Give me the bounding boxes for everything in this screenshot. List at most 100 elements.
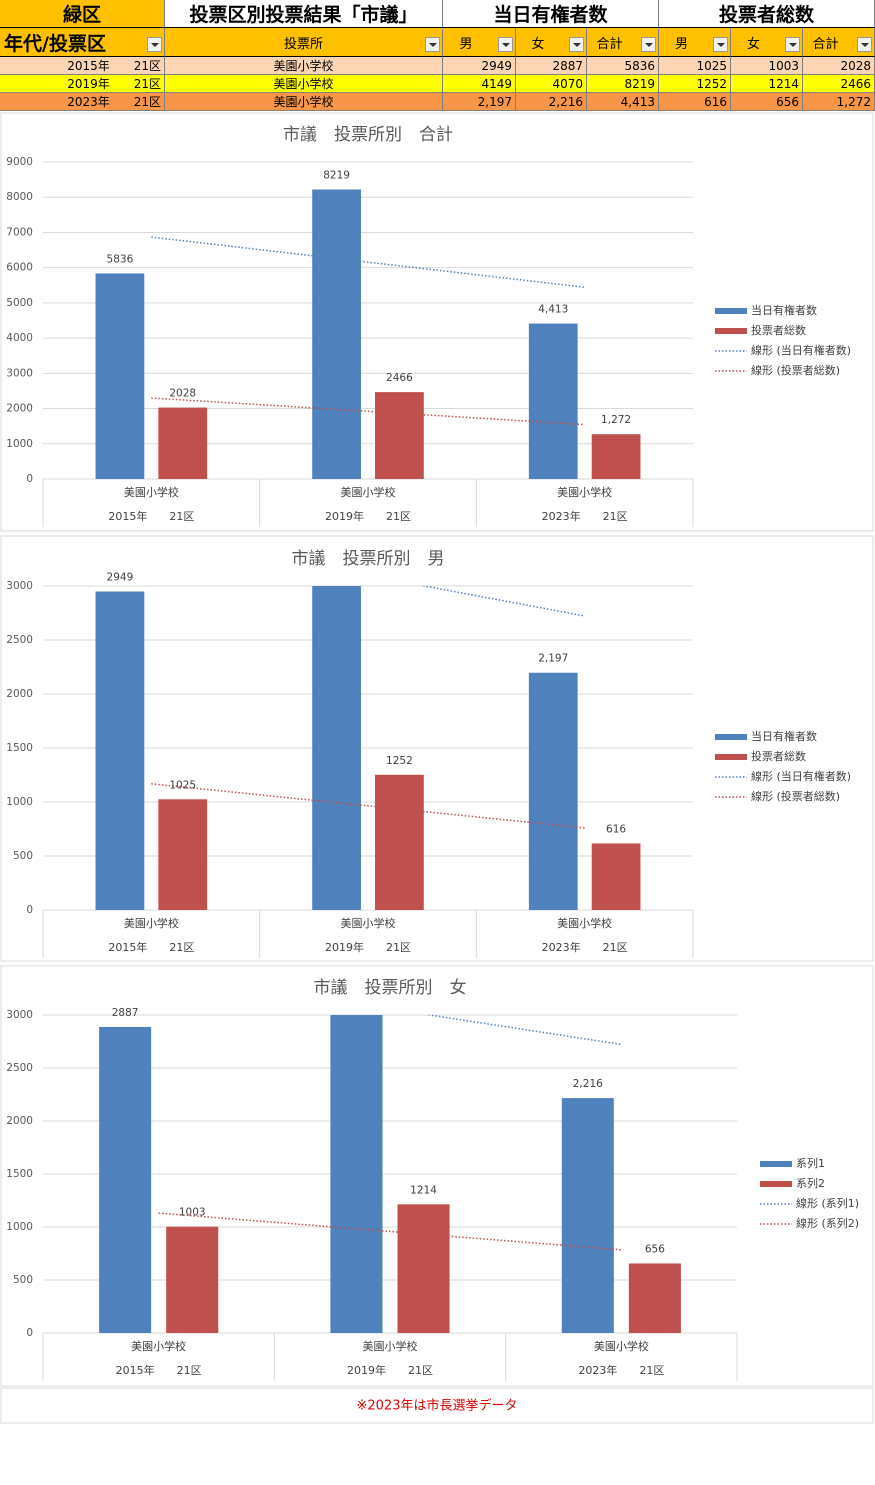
y-tick-label: 3000 — [6, 367, 33, 379]
data-label: 2028 — [169, 388, 196, 400]
y-tick-label: 1000 — [6, 796, 33, 808]
filter-button[interactable] — [713, 37, 728, 52]
bar — [375, 392, 424, 479]
y-tick-label: 1000 — [6, 1221, 33, 1233]
table-cell: 美園小学校 — [165, 75, 443, 93]
filter-button[interactable] — [857, 37, 872, 52]
y-tick-label: 9000 — [6, 156, 33, 168]
data-label: 4,413 — [538, 304, 568, 316]
legend-label: 系列2 — [796, 1176, 825, 1190]
table-cell: 1003 — [731, 57, 803, 75]
bar — [561, 1098, 614, 1333]
plot — [99, 1015, 681, 1333]
table-cell: 2023年 21区 — [0, 93, 165, 111]
bar — [158, 407, 208, 479]
data-label: 2466 — [386, 372, 413, 384]
table-cell: 5836 — [587, 57, 659, 75]
x-tick-label: 美園小学校 — [131, 1339, 186, 1353]
header-cell: 当日有権者数 — [443, 0, 659, 28]
trendline — [158, 1212, 622, 1251]
column-header: 年代/投票区 — [0, 28, 165, 57]
x-tick-label: 美園小学校 — [363, 1339, 418, 1353]
y-tick-label: 0 — [26, 1327, 33, 1339]
y-tick-label: 1000 — [6, 438, 33, 450]
y-tick-label: 2500 — [6, 634, 33, 646]
x-tick-label: 美園小学校 — [557, 485, 612, 499]
data-label: 1003 — [179, 1207, 206, 1219]
x-group-label: 2019年 21区 — [347, 1363, 433, 1377]
y-tick-label: 3000 — [6, 580, 33, 592]
table-cell: 2466 — [803, 75, 875, 93]
filter-button[interactable] — [785, 37, 800, 52]
y-tick-label: 7000 — [6, 226, 33, 238]
legend-label: 線形 (系列2) — [796, 1216, 859, 1230]
plot — [95, 189, 641, 479]
chart-title: 市議 投票所別 合計 — [283, 125, 453, 145]
chart-frame — [0, 112, 874, 532]
table-cell: 1025 — [659, 57, 731, 75]
legend-label: 投票者総数 — [751, 749, 806, 763]
table-cell: 2949 — [443, 57, 516, 75]
table-cell: 616 — [659, 93, 731, 111]
data-label: 8219 — [323, 170, 350, 182]
table-cell: 656 — [731, 93, 803, 111]
filter-button[interactable] — [147, 37, 162, 52]
filter-button[interactable] — [641, 37, 656, 52]
bar — [99, 1026, 152, 1333]
y-tick-label: 4000 — [6, 332, 33, 344]
x-tick-label: 美園小学校 — [341, 916, 396, 930]
table-cell: 美園小学校 — [165, 93, 443, 111]
bar — [628, 1263, 681, 1333]
legend-label: 投票者総数 — [751, 323, 806, 337]
data-label: 1025 — [169, 779, 196, 791]
y-tick-label: 0 — [26, 473, 33, 485]
table-cell: 4070 — [516, 75, 587, 93]
y-tick-label: 5000 — [6, 297, 33, 309]
plot — [95, 586, 641, 910]
bar — [591, 434, 641, 479]
legend-label: 線形 (投票者総数) — [751, 363, 840, 377]
bar — [330, 1015, 383, 1333]
x-group-label: 2023年 21区 — [578, 1363, 664, 1377]
trendline — [151, 783, 585, 829]
legend-swatch — [715, 328, 747, 334]
y-tick-label: 8000 — [6, 191, 33, 203]
bar — [312, 189, 361, 479]
column-header: 投票所 — [165, 28, 443, 57]
y-tick-label: 2000 — [6, 1115, 33, 1127]
legend-label: 線形 (当日有権者数) — [751, 343, 851, 357]
x-tick-label: 美園小学校 — [557, 916, 612, 930]
legend-swatch — [760, 1161, 792, 1167]
y-tick-label: 2000 — [6, 688, 33, 700]
trendline — [151, 236, 585, 288]
table-cell: 4149 — [443, 75, 516, 93]
legend-label: 当日有権者数 — [751, 303, 817, 317]
data-label: 1214 — [410, 1184, 437, 1196]
x-group-label: 2019年 21区 — [325, 509, 411, 523]
legend-label: 線形 (投票者総数) — [751, 789, 840, 803]
x-tick-label: 美園小学校 — [341, 485, 396, 499]
data-label: 1,272 — [601, 414, 631, 426]
bar — [397, 1204, 450, 1333]
footnote-box — [0, 1387, 874, 1424]
y-tick-label: 500 — [13, 1274, 33, 1286]
legend-swatch — [760, 1181, 792, 1187]
filter-button[interactable] — [569, 37, 584, 52]
x-group-label: 2015年 21区 — [108, 509, 194, 523]
y-tick-label: 1500 — [6, 742, 33, 754]
data-label: 5836 — [107, 253, 134, 265]
table-cell: 2887 — [516, 57, 587, 75]
trendline — [151, 397, 585, 426]
filter-button[interactable] — [425, 37, 440, 52]
header-cell: 投票者総数 — [659, 0, 875, 28]
x-tick-label: 美園小学校 — [124, 916, 179, 930]
header-cell: 投票区別投票結果「市議」 — [165, 0, 443, 28]
bar — [528, 323, 578, 479]
filter-button[interactable] — [498, 37, 513, 52]
x-group-label: 2015年 21区 — [116, 1363, 202, 1377]
data-label: 2,197 — [538, 653, 568, 665]
y-tick-label: 2500 — [6, 1062, 33, 1074]
table-cell: 1252 — [659, 75, 731, 93]
table-cell: 1,272 — [803, 93, 875, 111]
